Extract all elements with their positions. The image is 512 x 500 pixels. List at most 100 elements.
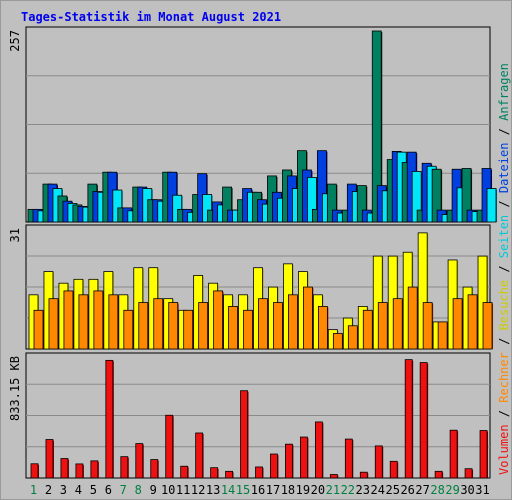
axis-labels: 257 31 833.15 KB — [8, 30, 22, 421]
chart-panels — [25, 26, 498, 479]
bar-rechner-day-2 — [48, 298, 59, 350]
bar-rechner-day-26 — [407, 286, 418, 350]
day-label-24: 24 — [371, 483, 385, 497]
day-label-10: 10 — [161, 483, 175, 497]
day-label-17: 17 — [266, 483, 280, 497]
day-label-15: 15 — [236, 483, 250, 497]
bar-rechner-day-10 — [168, 302, 179, 350]
legend-segment: / — [497, 193, 511, 215]
day-label-31: 31 — [475, 483, 489, 497]
bar-anfragen-day-24 — [371, 30, 382, 223]
day-label-21: 21 — [326, 483, 340, 497]
bar-dateien-day-20 — [316, 150, 327, 223]
bar-rechner-day-28 — [437, 321, 448, 350]
bar-volumen-day-7 — [120, 456, 129, 479]
day-label-27: 27 — [415, 483, 429, 497]
bar-volumen-day-14 — [225, 470, 233, 479]
bar-rechner-day-31 — [482, 302, 493, 350]
axis-max-volume: 833.15 KB — [8, 356, 22, 421]
day-label-7: 7 — [120, 483, 127, 497]
bar-seiten-day-19 — [307, 177, 317, 223]
bar-volumen-day-27 — [419, 362, 428, 479]
day-label-3: 3 — [60, 483, 67, 497]
panel-visits — [25, 224, 494, 350]
day-label-2: 2 — [45, 483, 52, 497]
day-labels: 1 2 3 4 5 6 7 8 9 10 11 12 13 14 15 16 17 18 19 20 21 22 23 24 2… — [30, 483, 490, 497]
bar-volumen-day-17 — [270, 453, 278, 479]
bar-volumen-day-4 — [75, 463, 84, 479]
day-label-9: 9 — [150, 483, 157, 497]
bar-seiten-day-31 — [486, 188, 497, 223]
day-label-6: 6 — [105, 483, 112, 497]
bar-volumen-day-28 — [434, 470, 443, 479]
legend-segment: Besuche — [497, 280, 511, 331]
legend-segment: Seiten — [497, 215, 511, 258]
day-label-29: 29 — [445, 483, 459, 497]
bar-volumen-day-29 — [449, 429, 458, 479]
day-label-26: 26 — [400, 483, 414, 497]
bar-rechner-day-14 — [228, 306, 238, 350]
bar-rechner-day-8 — [138, 302, 149, 350]
day-label-4: 4 — [75, 483, 82, 497]
bar-rechner-day-21 — [332, 333, 343, 350]
bar-volumen-day-20 — [314, 421, 323, 479]
bar-anfragen-day-28 — [431, 168, 442, 223]
bar-seiten-day-6 — [112, 189, 123, 223]
legend-segment: / — [497, 121, 511, 143]
bar-volumen-day-5 — [90, 460, 99, 479]
bar-seiten-day-12 — [202, 194, 213, 223]
legend-segment: Anfragen — [497, 63, 511, 121]
bar-volumen-day-24 — [374, 445, 383, 479]
bar-volumen-day-1 — [30, 463, 39, 479]
day-label-18: 18 — [281, 483, 295, 497]
day-label-5: 5 — [90, 483, 97, 497]
day-label-1: 1 — [30, 483, 37, 497]
axis-max-requests: 257 — [8, 30, 22, 52]
day-label-8: 8 — [135, 483, 142, 497]
bar-rechner-day-6 — [108, 294, 119, 350]
legend-segment: Rechner — [497, 352, 511, 403]
bar-rechner-day-22 — [347, 325, 358, 350]
legend-segment: / — [497, 403, 511, 425]
day-label-22: 22 — [341, 483, 355, 497]
bar-rechner-day-3 — [63, 290, 74, 350]
bar-volumen-day-8 — [135, 443, 144, 479]
bar-rechner-day-19 — [303, 286, 313, 350]
panel-requests — [25, 26, 498, 223]
day-label-11: 11 — [176, 483, 190, 497]
bar-rechner-day-9 — [153, 298, 164, 350]
bar-rechner-day-5 — [93, 290, 104, 350]
day-label-25: 25 — [385, 483, 399, 497]
legend-segment: Volumen — [497, 424, 511, 475]
bar-rechner-day-27 — [422, 302, 433, 350]
day-label-16: 16 — [251, 483, 265, 497]
bar-volumen-day-11 — [180, 465, 189, 479]
legend-segment: Dateien — [497, 143, 511, 194]
day-label-28: 28 — [430, 483, 444, 497]
bar-rechner-day-17 — [273, 302, 283, 350]
chart-title: Tages-Statistik im Monat August 2021 — [21, 10, 281, 24]
bar-volumen-day-23 — [359, 471, 368, 479]
panel-volume — [25, 352, 491, 479]
bar-rechner-day-7 — [123, 309, 134, 350]
day-label-30: 30 — [460, 483, 474, 497]
bar-rechner-day-18 — [288, 294, 298, 350]
bar-anfragen-day-14 — [222, 186, 232, 223]
bar-rechner-day-11 — [183, 309, 194, 350]
bar-rechner-day-25 — [392, 298, 403, 350]
legend-segment: / — [497, 258, 511, 280]
bar-volumen-day-31 — [479, 430, 488, 479]
bar-rechner-day-20 — [317, 306, 328, 350]
bar-anfragen-day-21 — [326, 183, 337, 223]
bar-rechner-day-29 — [452, 298, 463, 350]
bar-rechner-day-4 — [78, 294, 89, 350]
bar-besuche-day-27 — [417, 232, 428, 350]
day-label-19: 19 — [296, 483, 310, 497]
bar-rechner-day-12 — [198, 302, 209, 350]
bar-volumen-day-9 — [150, 459, 159, 479]
day-label-12: 12 — [191, 483, 205, 497]
bar-volumen-day-6 — [105, 359, 114, 479]
bar-volumen-day-25 — [389, 460, 398, 479]
